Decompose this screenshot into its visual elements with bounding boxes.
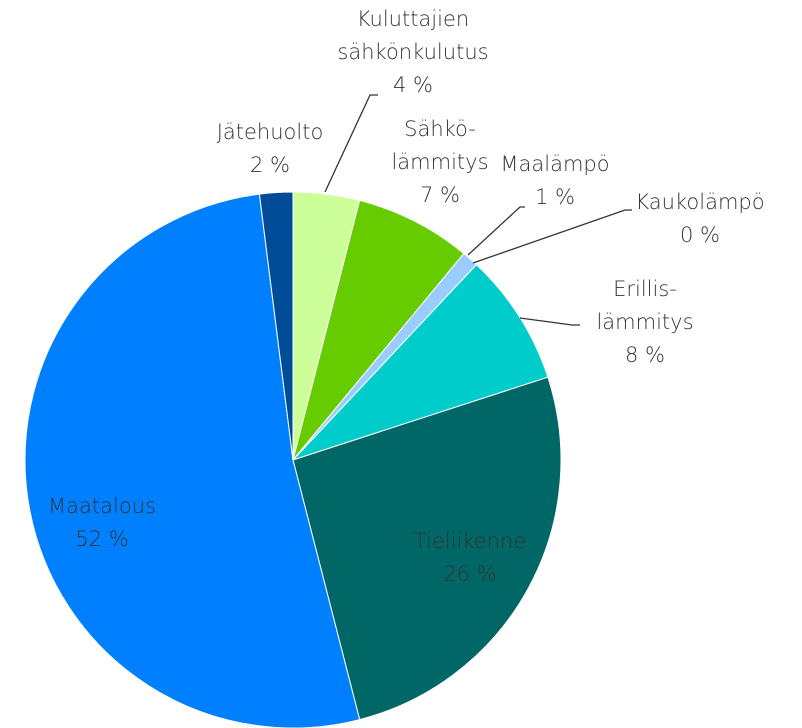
leader-line xyxy=(324,94,378,193)
leader-line xyxy=(467,206,525,256)
value-label: 4 % xyxy=(393,73,433,97)
pie-slice xyxy=(292,199,465,461)
value-label: 1 % xyxy=(535,185,575,209)
slice-label-line: lämmitys xyxy=(596,310,693,334)
pie-slice xyxy=(292,263,549,461)
slice-label: Maatalous xyxy=(48,494,156,518)
slice-label: Erillis-lämmitys xyxy=(596,277,693,334)
slice-label-line: Sähkö- xyxy=(404,117,476,141)
slice-label: Maalämpö xyxy=(500,152,609,176)
value-label: 26 % xyxy=(443,562,496,586)
value-label: 8 % xyxy=(625,343,665,367)
value-label: 52 % xyxy=(75,527,128,551)
slice-label: Tieliikenne xyxy=(414,529,526,553)
leader-line xyxy=(519,317,580,326)
slice-label-line: Erillis- xyxy=(613,277,677,301)
slice-label: Jätehuolto xyxy=(217,120,324,144)
slice-label: Kaukolämpö xyxy=(635,190,764,214)
slice-label: Kuluttajien sähkönkulutus xyxy=(337,7,488,64)
slice-label: Sähkö-lämmitys xyxy=(391,117,488,174)
value-label: 7 % xyxy=(420,183,460,207)
value-label: 2 % xyxy=(250,153,290,177)
slice-label-line: Kaukolämpö xyxy=(635,190,764,214)
value-label: 0 % xyxy=(680,223,720,247)
slice-label-line: Jätehuolto xyxy=(217,120,324,144)
slice-label-line: Kuluttajien xyxy=(357,7,469,31)
slice-label-line: lämmitys xyxy=(391,150,488,174)
slice-label-line: Maatalous xyxy=(48,494,156,518)
pie-slice xyxy=(258,191,294,461)
slice-label-line: sähkönkulutus xyxy=(337,40,488,64)
pie-slice xyxy=(292,376,562,721)
leader-line xyxy=(472,209,632,264)
slice-label-line: Maalämpö xyxy=(500,152,609,176)
slice-label-line: Tieliikenne xyxy=(414,529,526,553)
